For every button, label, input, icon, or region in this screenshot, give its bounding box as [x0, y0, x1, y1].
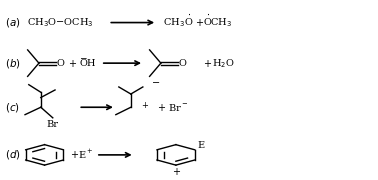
- Text: O: O: [179, 59, 187, 68]
- Text: $\cdot$: $\cdot$: [187, 10, 191, 19]
- Text: E$^+$: E$^+$: [78, 148, 93, 161]
- Text: $+$: $+$: [68, 58, 77, 69]
- Text: Br: Br: [46, 120, 58, 129]
- Text: Br$^-$: Br$^-$: [167, 102, 188, 113]
- Text: H$_2$O: H$_2$O: [212, 57, 235, 69]
- Text: O: O: [184, 18, 192, 27]
- Text: E: E: [198, 141, 205, 150]
- Text: $\cdot$: $\cdot$: [206, 10, 209, 19]
- Text: $(a)$: $(a)$: [5, 16, 21, 29]
- Text: $+$: $+$: [203, 58, 212, 69]
- Text: $+$: $+$: [141, 100, 149, 110]
- Text: $-$: $-$: [152, 77, 161, 86]
- Text: O: O: [57, 59, 65, 68]
- Text: $+$: $+$: [195, 17, 204, 28]
- Text: $\mathsf{-}$: $\mathsf{-}$: [79, 52, 88, 61]
- Text: $(b)$: $(b)$: [5, 57, 21, 70]
- Text: O: O: [203, 18, 211, 27]
- Text: OH: OH: [79, 59, 96, 68]
- Text: $+$: $+$: [157, 102, 166, 113]
- Text: $+$: $+$: [172, 166, 181, 177]
- Text: CH$_3$: CH$_3$: [210, 16, 231, 29]
- Text: CH$_3$O$-$OCH$_3$: CH$_3$O$-$OCH$_3$: [27, 16, 94, 29]
- Text: $(c)$: $(c)$: [5, 101, 20, 114]
- Text: $(d)$: $(d)$: [5, 148, 21, 161]
- Text: $+$: $+$: [70, 149, 79, 160]
- Text: CH$_3$: CH$_3$: [163, 16, 185, 29]
